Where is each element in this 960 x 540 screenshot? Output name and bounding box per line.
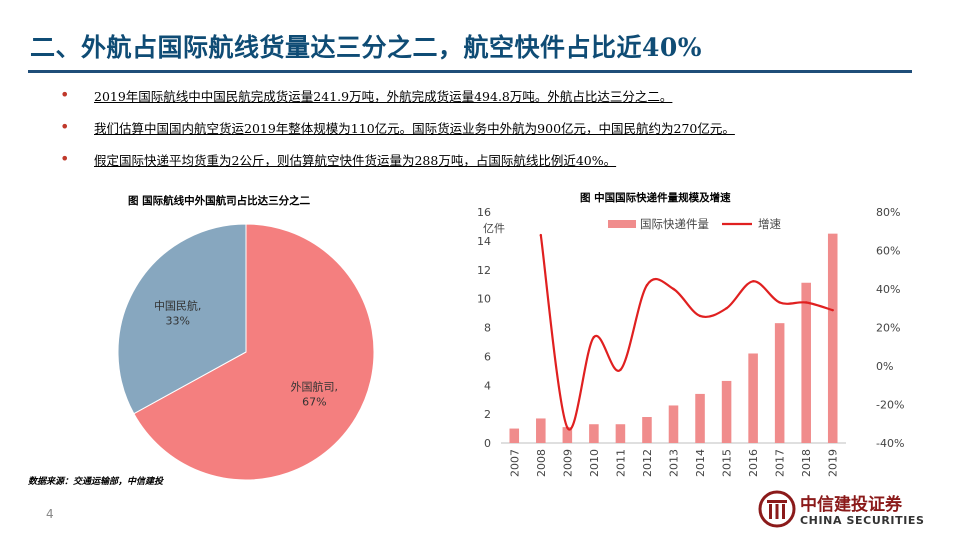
- bar: [801, 282, 811, 443]
- x-tick-label: 2017: [774, 449, 787, 477]
- pie-slice-label: 外国航司,: [291, 379, 339, 393]
- logo-english: CHINA SECURITIES: [800, 514, 925, 527]
- bar: [589, 424, 599, 443]
- bullet-text: 假定国际快递平均货重为2公斤，则估算航空快件货运量为288万吨，占国际航线比例近…: [94, 153, 617, 168]
- bar: [509, 428, 520, 443]
- y-right-tick-label: -20%: [876, 399, 904, 412]
- bar: [536, 418, 546, 443]
- combo-chart: 0 2 4 6 8 10 12 14 16 亿件 -40% -20% 0% 20% 40% 60% 80% 200…: [477, 206, 904, 477]
- bullet-item: • 2019年国际航线中中国民航完成货运量241.9万吨，外航完成货运量494.…: [60, 84, 940, 116]
- data-source-note: 数据来源：交通运输部，中信建投: [28, 477, 164, 487]
- x-tick-label: 2016: [747, 449, 760, 477]
- growth-point: [698, 314, 702, 318]
- growth-line: [539, 234, 834, 431]
- y-right-tick-label: 80%: [876, 206, 900, 219]
- bullet-list: • 2019年国际航线中中国民航完成货运量241.9万吨，外航完成货运量494.…: [60, 84, 940, 180]
- x-tick-label: 2012: [641, 449, 654, 477]
- bar: [695, 393, 705, 443]
- y-left-unit-label: 亿件: [483, 222, 505, 235]
- bar: [642, 417, 652, 443]
- growth-point: [831, 308, 834, 312]
- y-right-tick-label: 40%: [876, 283, 900, 296]
- y-right-tick-label: 60%: [876, 245, 900, 258]
- y-left-tick-label: 8: [484, 322, 491, 335]
- bar: [748, 353, 758, 443]
- y-left-tick-label: 10: [477, 293, 491, 306]
- x-tick-label: 2015: [721, 449, 734, 477]
- x-tick-label: 2007: [508, 449, 521, 477]
- pie-slice: [133, 223, 375, 481]
- growth-point: [804, 301, 808, 304]
- page-title: 二、外航占国际航线货量达三分之二，航空快件占比近40%: [30, 33, 703, 62]
- bar: [827, 233, 838, 443]
- y-right-tick-label: -40%: [876, 437, 904, 450]
- y-left-tick-label: 14: [477, 235, 491, 248]
- pie-chart: 外国航司, 67% 中国民航, 33%: [117, 223, 375, 481]
- growth-point: [592, 335, 596, 339]
- bar: [615, 424, 626, 443]
- bullet-dot-icon: •: [60, 149, 70, 168]
- bullet-item: • 假定国际快递平均货重为2公斤，则估算航空快件货运量为288万吨，占国际航线比…: [60, 148, 940, 180]
- legend-line-label: 增速: [758, 217, 781, 231]
- bullet-item: • 我们估算中国国内航空货运2019年整体规模为110亿元。国际货运业务中外航为…: [60, 116, 940, 148]
- pie-slice-percent: 33%: [165, 315, 189, 328]
- pie-slice-percent: 67%: [302, 395, 326, 408]
- y-left-tick-label: 2: [484, 408, 491, 421]
- x-tick-label: 2019: [827, 449, 840, 477]
- y-left-tick-label: 0: [484, 437, 491, 450]
- logo-name: 中信建投证券: [800, 495, 902, 515]
- pie-chart-title: 图 国际航线中外国航司占比达三分之二: [128, 195, 311, 207]
- growth-point: [566, 426, 569, 429]
- bar: [562, 427, 573, 443]
- x-tick-label: 2010: [588, 449, 601, 477]
- legend-bar-label: 国际快递件量: [640, 217, 709, 231]
- growth-point: [619, 368, 622, 372]
- title-divider: [28, 70, 912, 73]
- citic-logo-icon: [758, 490, 796, 528]
- company-logo: 中信建投证券 CHINA SECURITIES: [758, 488, 928, 532]
- bullet-dot-icon: •: [60, 117, 70, 136]
- x-tick-label: 2008: [535, 449, 548, 477]
- bar: [721, 380, 732, 443]
- growth-point: [778, 301, 781, 304]
- growth-point: [725, 307, 728, 310]
- growth-point: [645, 283, 649, 287]
- x-tick-label: 2014: [694, 449, 707, 477]
- y-right-tick-label: 20%: [876, 322, 900, 335]
- x-tick-label: 2011: [614, 449, 627, 477]
- bar: [668, 405, 679, 443]
- growth-point: [539, 233, 543, 237]
- growth-point: [751, 280, 755, 283]
- y-left-tick-label: 12: [477, 264, 491, 277]
- y-right-tick-label: 0%: [876, 360, 893, 373]
- pie-slice: [117, 223, 247, 415]
- bullet-text: 我们估算中国国内航空货运2019年整体规模为110亿元。国际货运业务中外航为90…: [94, 121, 735, 136]
- pie-slice-label: 中国民航,: [154, 299, 202, 313]
- x-tick-label: 2013: [668, 449, 681, 477]
- y-left-tick-label: 16: [477, 206, 491, 219]
- bullet-text: 2019年国际航线中中国民航完成货运量241.9万吨，外航完成货运量494.8万…: [94, 89, 673, 104]
- legend-bar-swatch: [608, 220, 636, 228]
- x-tick-label: 2009: [561, 449, 574, 477]
- x-tick-label: 2018: [800, 449, 813, 477]
- bullet-dot-icon: •: [60, 85, 70, 104]
- y-left-tick-label: 4: [484, 379, 491, 392]
- y-left-tick-label: 6: [484, 350, 491, 363]
- bar: [774, 323, 785, 443]
- page-number: 4: [46, 507, 54, 521]
- growth-point: [672, 287, 675, 291]
- bar-chart-title: 图 中国国际快递件量规模及增速: [580, 192, 731, 204]
